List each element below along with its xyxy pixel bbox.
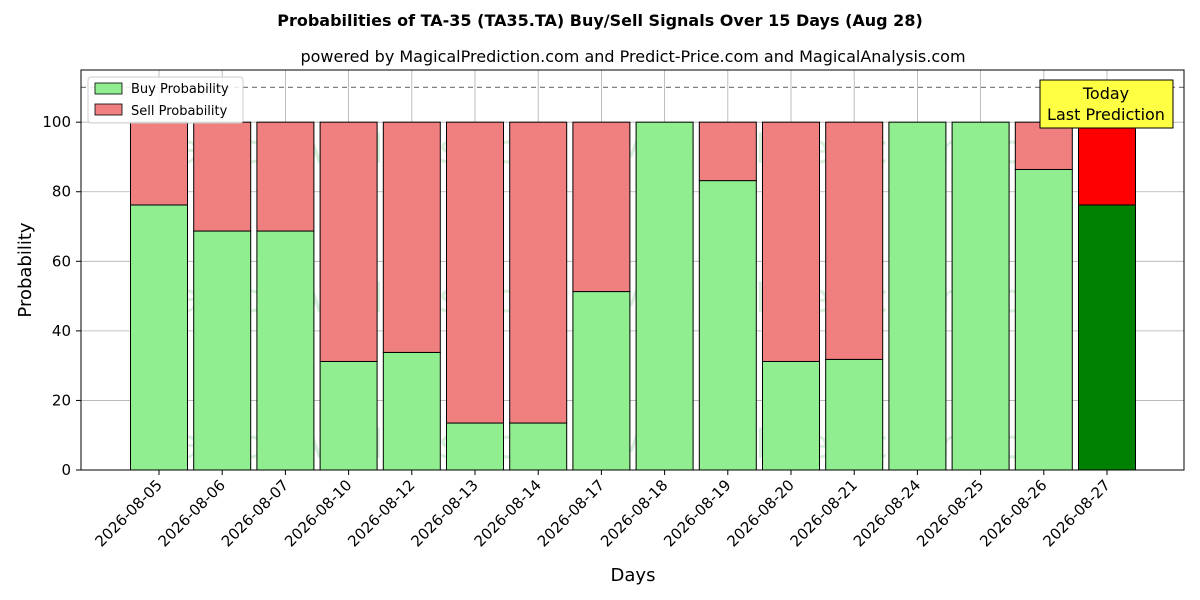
sell-bar	[256, 121, 315, 232]
y-tick-label: 20	[52, 391, 71, 409]
sell-bar	[698, 121, 757, 182]
buy-bar	[888, 121, 947, 471]
sell-bar	[825, 121, 884, 360]
x-tick-label: 2026-08-05	[91, 476, 165, 550]
x-tick-label: 2026-08-13	[407, 476, 481, 550]
chart-subtitle: powered by MagicalPrediction.com and Pre…	[300, 47, 965, 66]
sell-bar	[1078, 121, 1136, 206]
buy-bar	[256, 230, 315, 471]
x-axis-label: Days	[611, 565, 656, 586]
x-tick-label: 2026-08-27	[1039, 476, 1113, 550]
buy-bar	[130, 204, 188, 471]
x-tick-label: 2026-08-19	[660, 476, 734, 550]
buy-bar	[193, 230, 252, 471]
buy-bar	[1014, 168, 1073, 471]
sell-bar	[1014, 121, 1073, 170]
plot-frame	[80, 69, 1185, 471]
x-tick-label: 2026-08-25	[913, 476, 987, 550]
x-tick-label: 2026-08-07	[218, 476, 292, 550]
buy-bar	[951, 121, 1010, 471]
y-axis: 0 20 40 60 80 100	[42, 113, 81, 479]
bars	[130, 121, 1136, 471]
y-tick-label: 0	[61, 461, 71, 479]
legend-label-sell: Sell Probability	[131, 104, 228, 119]
legend: Buy Probability Sell Probability	[87, 76, 244, 124]
x-tick-label: 2026-08-24	[850, 476, 924, 550]
y-tick-label: 40	[52, 322, 71, 340]
sell-bar	[319, 121, 378, 362]
buy-bar	[635, 121, 694, 471]
y-axis-label: Probability	[15, 222, 36, 317]
annotation-box	[1039, 79, 1174, 129]
legend-swatch-sell	[94, 103, 123, 116]
chart-title: Probabilities of TA-35 (TA35.TA) Buy/Sel…	[277, 11, 923, 30]
buy-bar	[319, 360, 378, 471]
buy-bar	[825, 358, 884, 471]
buy-bar	[446, 422, 504, 471]
x-tick-label: 2026-08-26	[976, 476, 1050, 550]
sell-bar	[130, 121, 188, 206]
x-axis: 2026-08-052026-08-062026-08-072026-08-10…	[91, 470, 1114, 550]
x-tick-label: 2026-08-14	[471, 476, 545, 550]
x-tick-label: 2026-08-20	[723, 476, 797, 550]
buy-bar	[572, 291, 631, 471]
sell-bar	[762, 121, 820, 362]
x-tick-label: 2026-08-21	[787, 476, 861, 550]
annotation-line-1: Today	[1082, 84, 1129, 103]
sell-bar	[572, 121, 631, 293]
legend-label-buy: Buy Probability	[131, 82, 229, 97]
buy-bar	[762, 360, 820, 471]
buy-bar	[698, 180, 757, 471]
legend-box	[87, 76, 244, 124]
x-tick-label: 2026-08-17	[534, 476, 608, 550]
y-tick-label: 100	[42, 113, 71, 131]
y-tick-label: 60	[52, 252, 71, 270]
x-tick-label: 2026-08-06	[155, 476, 229, 550]
buy-bar	[509, 422, 568, 471]
x-tick-label: 2026-08-12	[344, 476, 418, 550]
sell-bar	[193, 121, 252, 232]
legend-swatch-buy	[94, 82, 123, 95]
sell-bar	[446, 121, 504, 424]
x-tick-label: 2026-08-18	[597, 476, 671, 550]
buy-bar	[1078, 204, 1136, 471]
sell-bar	[509, 121, 568, 424]
annotation-line-2: Last Prediction	[1047, 105, 1165, 124]
sell-bar	[382, 121, 441, 353]
buy-bar	[382, 351, 441, 471]
x-tick-label: 2026-08-10	[281, 476, 355, 550]
today-annotation: Today Last Prediction	[1039, 79, 1174, 129]
y-tick-label: 80	[52, 183, 71, 201]
